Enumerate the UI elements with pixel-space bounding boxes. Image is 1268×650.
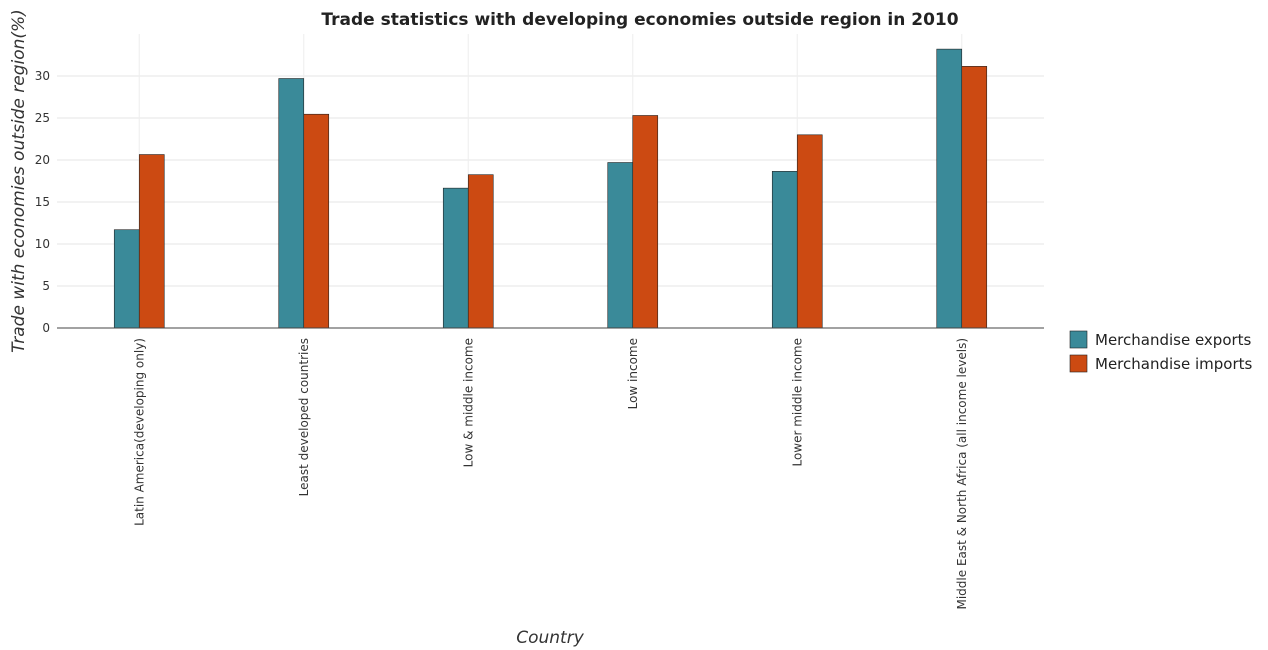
y-tick-label: 20 — [35, 153, 50, 167]
bar-exports — [771, 171, 798, 329]
bar-exports — [442, 187, 469, 329]
bar-exports — [278, 78, 305, 329]
legend-swatch — [1069, 330, 1088, 349]
legend: Merchandise exports Merchandise imports — [1069, 330, 1252, 373]
y-tick-label: 30 — [35, 69, 50, 83]
x-tick-labels: Latin America(developing only) Least deve… — [132, 338, 969, 610]
y-tick-label: 0 — [42, 321, 50, 335]
plot-background — [57, 34, 1044, 328]
bar-imports — [796, 134, 823, 329]
x-tick-label: Low & middle income — [461, 338, 475, 467]
plot-area — [57, 34, 1044, 329]
legend-label: Merchandise exports — [1095, 331, 1252, 349]
chart-title: Trade statistics with developing economi… — [321, 10, 958, 30]
bars — [113, 48, 988, 329]
bar-exports — [113, 229, 140, 329]
bar-exports — [607, 162, 634, 329]
bar-exports — [936, 48, 963, 329]
y-tick-label: 15 — [35, 195, 50, 209]
legend-swatch — [1069, 354, 1088, 373]
x-tick-label: Latin America(developing only) — [132, 338, 146, 526]
bar-imports — [303, 113, 330, 329]
x-tick-label: Middle East & North Africa (all income l… — [955, 338, 969, 610]
x-tick-label: Low income — [626, 338, 640, 409]
y-tick-label: 5 — [42, 279, 50, 293]
x-tick-label: Lower middle income — [790, 338, 804, 467]
x-tick-label: Least developed countries — [297, 338, 311, 496]
y-tick-label: 25 — [35, 111, 50, 125]
y-tick-label: 10 — [35, 237, 50, 251]
bar-imports — [138, 154, 165, 329]
bar-imports — [467, 174, 494, 329]
legend-label: Merchandise imports — [1095, 355, 1252, 373]
y-tick-labels: 0 5 10 15 20 25 30 — [35, 69, 50, 335]
x-axis-title: Country — [516, 628, 584, 648]
y-axis-title: Trade with economies outside region(%) — [9, 9, 29, 353]
bar-imports — [632, 115, 659, 329]
bar-imports — [961, 66, 988, 329]
